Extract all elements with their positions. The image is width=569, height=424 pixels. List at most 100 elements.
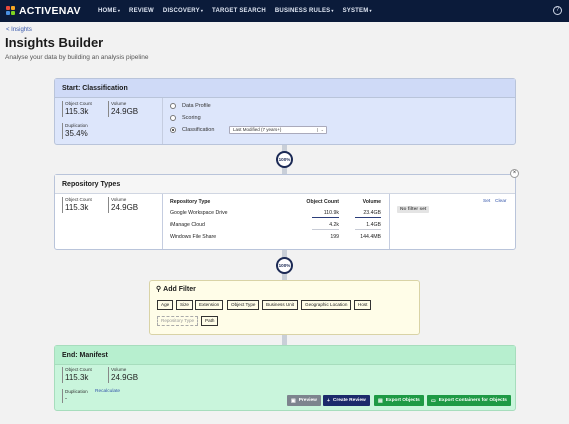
nav-home-label: HOME bbox=[98, 8, 117, 14]
classification-object-count: Object Count 115.3k bbox=[62, 101, 92, 117]
object-count-value: 115.3k bbox=[65, 107, 89, 116]
nav-review[interactable]: REVIEW bbox=[129, 8, 154, 14]
filter-chip-business-unit[interactable]: Business Unit bbox=[262, 300, 299, 310]
filter-chip-host[interactable]: Host bbox=[354, 300, 372, 310]
filter-chip-geographic-location[interactable]: Geographic Location bbox=[301, 300, 352, 310]
create-review-button[interactable]: + Create Review bbox=[323, 395, 370, 406]
radio-checked-icon[interactable] bbox=[170, 127, 176, 133]
set-filter-link[interactable]: Set bbox=[483, 199, 491, 204]
volume-cell: 1.4GB bbox=[366, 222, 381, 228]
export-containers-button[interactable]: ▭ Export Containers for Objects bbox=[427, 395, 511, 406]
object-count-cell: 110.9k bbox=[323, 210, 339, 216]
filter-chip-size[interactable]: Size bbox=[176, 300, 193, 310]
nav-discovery-label: DISCOVERY bbox=[162, 8, 200, 14]
plus-icon: + bbox=[327, 397, 330, 404]
object-count-cell: 4.2k bbox=[329, 222, 339, 228]
export-objects-button-label: Export Objects bbox=[385, 398, 420, 403]
chevron-down-icon: ▾ bbox=[117, 8, 121, 13]
classification-select[interactable]: Last Modified (7 years+) ⌄ bbox=[229, 126, 327, 134]
no-filter-badge: No filter set bbox=[397, 206, 430, 213]
pipeline-connector bbox=[282, 335, 287, 345]
manifest-card-title: End: Manifest bbox=[55, 346, 515, 365]
object-count-value: 115.3k bbox=[65, 203, 89, 212]
option-label: Classification bbox=[182, 127, 215, 133]
column-header-volume: Volume bbox=[362, 199, 381, 205]
nav-system[interactable]: SYSTEM▾ bbox=[343, 8, 372, 14]
volume-label: Volume bbox=[111, 197, 127, 202]
close-icon[interactable]: × bbox=[510, 169, 519, 178]
back-to-insights-link[interactable]: < Insights bbox=[6, 27, 32, 33]
preview-icon: ▣ bbox=[291, 397, 296, 404]
folder-icon: ▭ bbox=[431, 397, 436, 404]
export-objects-button[interactable]: ▤ Export Objects bbox=[374, 395, 424, 406]
option-classification[interactable]: Classification bbox=[170, 127, 214, 133]
object-count-cell: 199 bbox=[330, 234, 339, 240]
repository-object-count: Object Count 115.3k bbox=[62, 197, 92, 213]
radio-icon[interactable] bbox=[170, 115, 176, 121]
duplication-value: - bbox=[65, 396, 67, 402]
duplication-label: Duplication bbox=[65, 123, 88, 128]
object-count-bar bbox=[312, 217, 339, 218]
repository-type-cell[interactable]: iManage Cloud bbox=[170, 222, 205, 228]
repository-type-cell[interactable]: Google Workspace Drive bbox=[170, 210, 228, 216]
chevron-down-icon: ▾ bbox=[369, 8, 372, 13]
repository-divider-right bbox=[389, 194, 390, 249]
repository-type-cell[interactable]: Windows File Share bbox=[170, 234, 217, 240]
duplication-value: 35.4% bbox=[65, 129, 88, 138]
select-value: Last Modified (7 years+) bbox=[233, 127, 282, 132]
filter-chip-path[interactable]: Path bbox=[201, 316, 219, 326]
filter-chip-age[interactable]: Age bbox=[157, 300, 174, 310]
nav-target-search[interactable]: TARGET SEARCH bbox=[212, 8, 266, 14]
help-icon[interactable]: ? bbox=[553, 6, 562, 15]
duplication-label: Duplication bbox=[65, 389, 88, 394]
top-navigation-bar: ACTIVENAV HOME▾ REVIEW DISCOVERY▾ TARGET… bbox=[0, 0, 569, 22]
recalculate-link[interactable]: Recalculate bbox=[95, 389, 121, 394]
object-count-label: Object Count bbox=[65, 197, 92, 202]
select-separator bbox=[317, 128, 318, 132]
preview-button-label: Preview bbox=[298, 398, 317, 403]
classification-card-title: Start: Classification bbox=[55, 79, 515, 98]
volume-bar bbox=[355, 229, 381, 230]
option-scoring[interactable]: Scoring bbox=[170, 115, 201, 121]
option-data-profile[interactable]: Data Profile bbox=[170, 103, 211, 109]
add-filter-icon: ⚲ bbox=[156, 286, 162, 293]
main-nav: HOME▾ REVIEW DISCOVERY▾ TARGET SEARCH BU… bbox=[98, 8, 381, 14]
add-filter-header: ⚲ Add Filter bbox=[150, 281, 419, 297]
add-filter-title: Add Filter bbox=[163, 285, 196, 293]
nav-review-label: REVIEW bbox=[129, 8, 154, 14]
option-label: Scoring bbox=[182, 115, 201, 121]
radio-icon[interactable] bbox=[170, 103, 176, 109]
volume-cell: 144.4MB bbox=[360, 234, 381, 240]
volume-bar bbox=[355, 217, 381, 218]
object-count-value: 115.3k bbox=[65, 373, 89, 382]
pipeline-percentage-badge: 100% bbox=[276, 257, 293, 274]
chevron-down-icon: ▾ bbox=[331, 8, 334, 13]
pipeline-percentage-badge: 100% bbox=[276, 151, 293, 168]
page-title: Insights Builder bbox=[5, 35, 104, 50]
preview-button[interactable]: ▣ Preview bbox=[287, 395, 321, 406]
nav-target-search-label: TARGET SEARCH bbox=[212, 8, 266, 14]
volume-value: 24.9GB bbox=[111, 373, 139, 382]
nav-discovery[interactable]: DISCOVERY▾ bbox=[163, 8, 203, 14]
create-review-button-label: Create Review bbox=[332, 398, 366, 403]
manifest-duplication: Duplication - bbox=[62, 389, 88, 403]
volume-label: Volume bbox=[111, 367, 127, 372]
filter-chip-extension[interactable]: Extension bbox=[195, 300, 224, 310]
chevron-down-icon: ▾ bbox=[200, 8, 204, 13]
column-header-repository-type: Repository Type bbox=[170, 199, 211, 205]
repository-volume: Volume 24.9GB bbox=[108, 197, 138, 213]
activenav-logo-icon bbox=[6, 6, 16, 16]
clear-filter-link[interactable]: Clear bbox=[495, 199, 507, 204]
filter-chip-object-type[interactable]: Object Type bbox=[227, 300, 260, 310]
object-count-label: Object Count bbox=[65, 367, 92, 372]
volume-cell: 23.4GB bbox=[363, 210, 381, 216]
volume-value: 24.9GB bbox=[111, 203, 139, 212]
chevron-down-icon: ⌄ bbox=[320, 127, 324, 132]
logo[interactable]: ACTIVENAV bbox=[6, 5, 90, 17]
nav-business-rules[interactable]: BUSINESS RULES▾ bbox=[275, 8, 334, 14]
object-count-label: Object Count bbox=[65, 101, 92, 106]
manifest-volume: Volume 24.9GB bbox=[108, 367, 138, 383]
option-label: Data Profile bbox=[182, 103, 211, 109]
nav-home[interactable]: HOME▾ bbox=[98, 8, 120, 14]
object-count-bar bbox=[312, 229, 339, 230]
